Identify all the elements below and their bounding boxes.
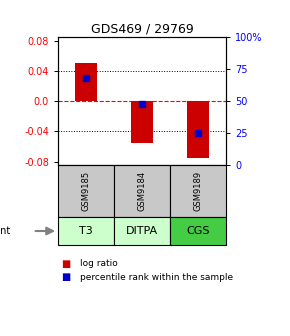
Bar [58,217,114,245]
Bar [75,64,97,101]
Text: percentile rank within the sample: percentile rank within the sample [80,273,233,282]
Text: GSM9185: GSM9185 [81,171,90,211]
Bar [131,101,153,143]
Text: GSM9189: GSM9189 [194,171,203,211]
Bar [114,217,170,245]
Text: T3: T3 [79,226,93,236]
Text: CGS: CGS [186,226,210,236]
Text: DITPA: DITPA [126,226,158,236]
Bar [170,217,226,245]
Bar [170,165,226,217]
Text: GSM9184: GSM9184 [137,171,147,211]
Bar [187,101,209,158]
Text: ■: ■ [61,272,70,282]
Text: ■: ■ [61,259,70,269]
Title: GDS469 / 29769: GDS469 / 29769 [91,23,193,36]
Bar [114,165,170,217]
Text: agent: agent [0,226,10,236]
Text: log ratio: log ratio [80,259,117,268]
Bar [58,165,114,217]
